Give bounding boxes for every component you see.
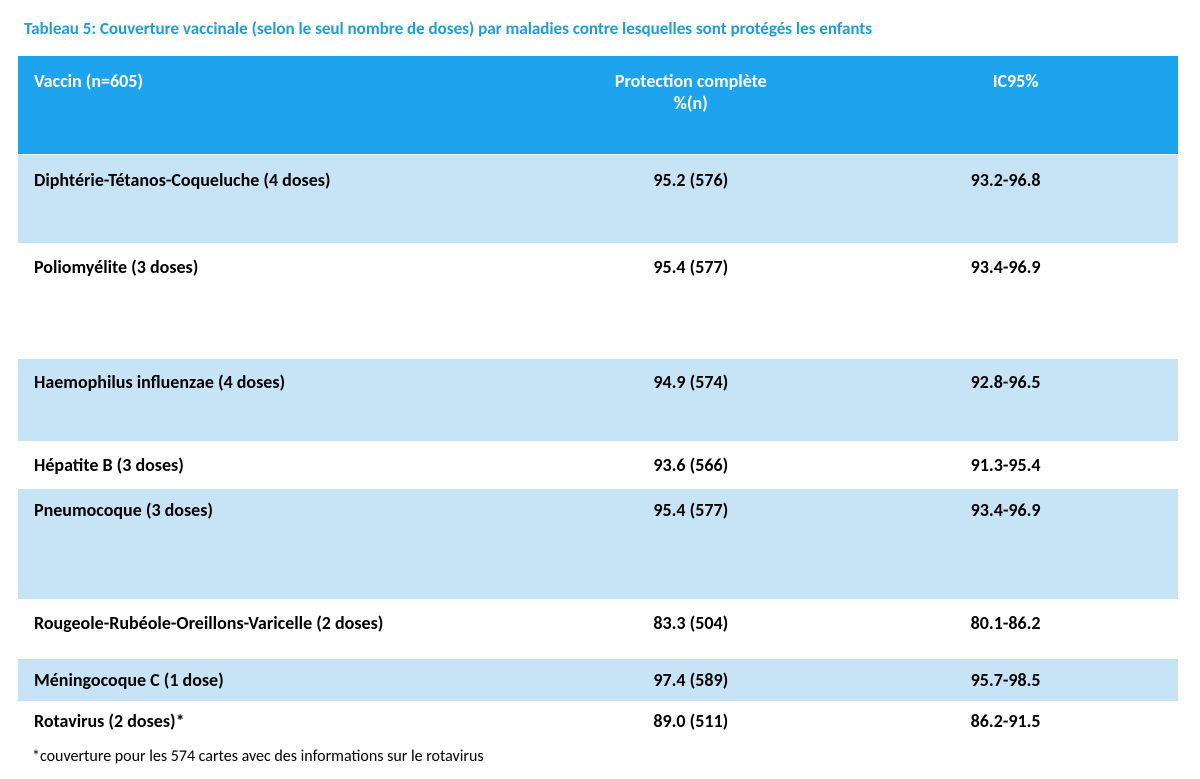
cell-vaccine: Diphtérie-Tétanos-Coqueluche (4 doses) bbox=[18, 155, 528, 243]
cell-ic95: 86.2-91.5 bbox=[853, 702, 1178, 740]
cell-protection: 95.2 (576) bbox=[528, 155, 853, 243]
cell-protection: 94.9 (574) bbox=[528, 359, 853, 441]
cell-vaccine: Rotavirus (2 doses)* bbox=[18, 702, 528, 740]
table-row: Rougeole-Rubéole-Oreillons-Varicelle (2 … bbox=[18, 600, 1178, 658]
col-header-protection: Protection complète %(n) bbox=[528, 56, 853, 154]
vaccine-coverage-table: Vaccin (n=605) Protection complète %(n) … bbox=[18, 55, 1178, 741]
cell-protection: 89.0 (511) bbox=[528, 702, 853, 740]
cell-ic95: 93.4-96.9 bbox=[853, 244, 1178, 358]
cell-protection: 93.6 (566) bbox=[528, 442, 853, 488]
cell-vaccine: Méningocoque C (1 dose) bbox=[18, 659, 528, 701]
table-row: Haemophilus influenzae (4 doses)94.9 (57… bbox=[18, 359, 1178, 441]
cell-vaccine: Pneumocoque (3 doses) bbox=[18, 489, 528, 599]
cell-protection: 97.4 (589) bbox=[528, 659, 853, 701]
table-row: Poliomyélite (3 doses)95.4 (577)93.4-96.… bbox=[18, 244, 1178, 358]
table-row: Hépatite B (3 doses)93.6 (566)91.3-95.4 bbox=[18, 442, 1178, 488]
cell-vaccine: Haemophilus influenzae (4 doses) bbox=[18, 359, 528, 441]
col-header-ic95: IC95% bbox=[853, 56, 1178, 154]
col-header-vaccine: Vaccin (n=605) bbox=[18, 56, 528, 154]
cell-vaccine: Poliomyélite (3 doses) bbox=[18, 244, 528, 358]
cell-protection: 95.4 (577) bbox=[528, 244, 853, 358]
col-header-protection-line2: %(n) bbox=[674, 92, 708, 114]
cell-ic95: 91.3-95.4 bbox=[853, 442, 1178, 488]
cell-ic95: 95.7-98.5 bbox=[853, 659, 1178, 701]
table-row: Méningocoque C (1 dose)97.4 (589)95.7-98… bbox=[18, 659, 1178, 701]
cell-ic95: 93.2-96.8 bbox=[853, 155, 1178, 243]
table-body: Diphtérie-Tétanos-Coqueluche (4 doses)95… bbox=[18, 155, 1178, 740]
table-row: Rotavirus (2 doses)*89.0 (511)86.2-91.5 bbox=[18, 702, 1178, 740]
table-caption: Tableau 5: Couverture vaccinale (selon l… bbox=[24, 18, 1182, 39]
cell-protection: 95.4 (577) bbox=[528, 489, 853, 599]
col-header-protection-line1: Protection complète bbox=[615, 70, 767, 92]
cell-protection: 83.3 (504) bbox=[528, 600, 853, 658]
cell-ic95: 92.8-96.5 bbox=[853, 359, 1178, 441]
table-row: Diphtérie-Tétanos-Coqueluche (4 doses)95… bbox=[18, 155, 1178, 243]
table-header-row: Vaccin (n=605) Protection complète %(n) … bbox=[18, 56, 1178, 154]
table-row: Pneumocoque (3 doses)95.4 (577)93.4-96.9 bbox=[18, 489, 1178, 599]
table-footnote: *couverture pour les 574 cartes avec des… bbox=[32, 747, 1182, 766]
cell-ic95: 93.4-96.9 bbox=[853, 489, 1178, 599]
cell-ic95: 80.1-86.2 bbox=[853, 600, 1178, 658]
cell-vaccine: Rougeole-Rubéole-Oreillons-Varicelle (2 … bbox=[18, 600, 528, 658]
cell-vaccine: Hépatite B (3 doses) bbox=[18, 442, 528, 488]
